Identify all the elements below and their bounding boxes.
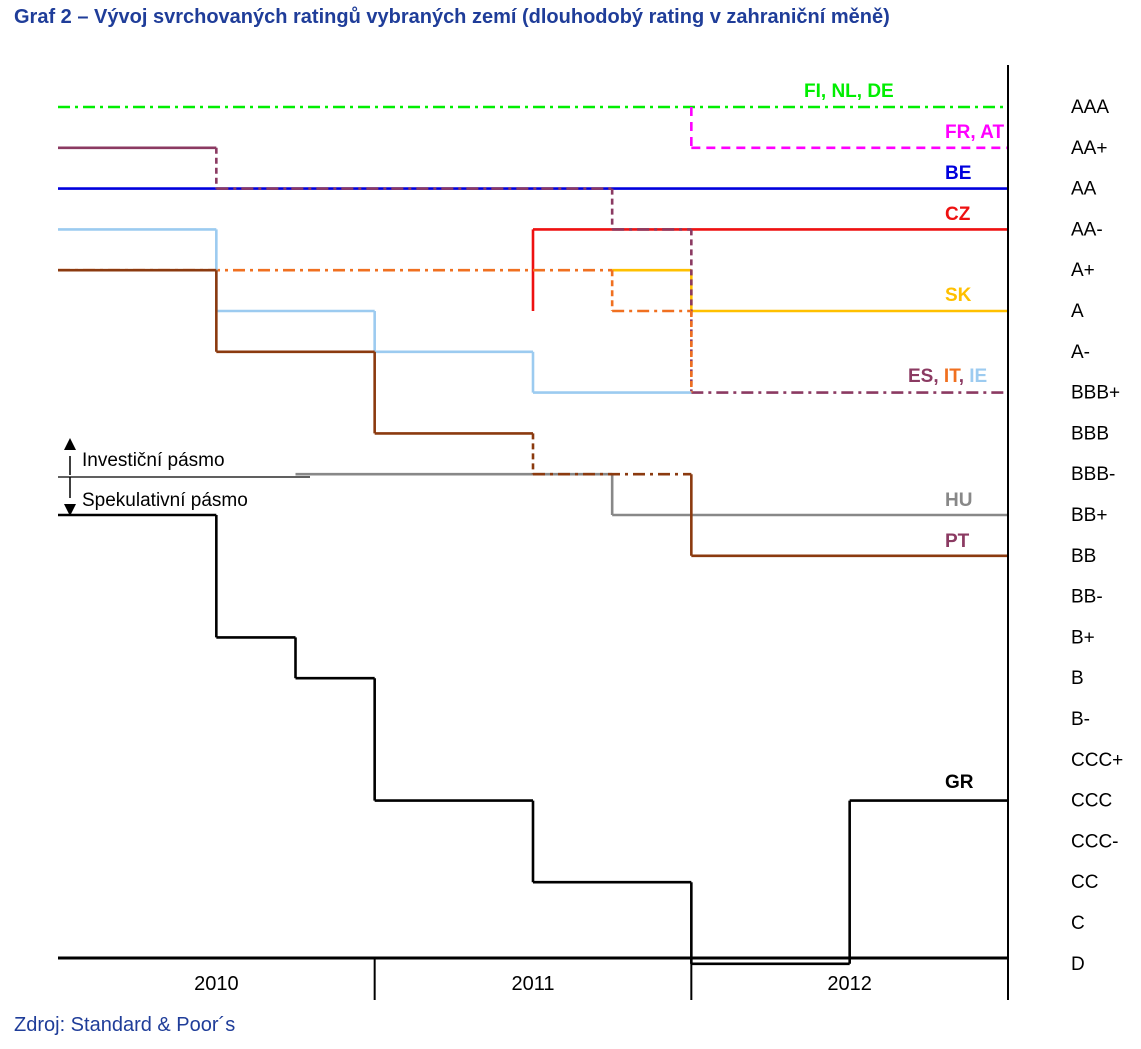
- rating-tick-bbb: BBB: [1071, 423, 1109, 444]
- band-arrow-up-head: [64, 438, 76, 450]
- label-cz: CZ: [945, 204, 971, 225]
- rating-tick-bbb-minus: BBB-: [1071, 464, 1115, 485]
- year-label-2010: 2010: [194, 973, 239, 995]
- series-lines: [58, 105, 1008, 966]
- label-ie: IE: [969, 366, 987, 387]
- label-it: IT: [944, 366, 961, 387]
- band-divider: Investiční pásmo Spekulativní pásmo: [58, 438, 310, 516]
- chart-source: Zdroj: Standard & Poor´s: [14, 1014, 236, 1036]
- rating-tick-a: A: [1071, 301, 1084, 322]
- rating-tick-b-minus: B-: [1071, 709, 1090, 730]
- label-hu: HU: [945, 490, 972, 511]
- series-gr: [58, 513, 1008, 966]
- chart-title: Graf 2 – Vývoj svrchovaných ratingů vybr…: [14, 6, 890, 28]
- investment-band-label: Investiční pásmo: [82, 450, 225, 471]
- label-be: BE: [945, 163, 971, 184]
- rating-ticks: AAAAA+AAAA-A+AA-BBB+BBBBBB-BB+BBBB-B+BB-…: [1071, 97, 1123, 975]
- series-fr-at: [690, 107, 1008, 150]
- rating-tick-ccc-minus: CCC-: [1071, 831, 1119, 852]
- speculative-band-label: Spekulativní pásmo: [82, 490, 248, 511]
- label-fi-nl-de: FI, NL, DE: [804, 81, 894, 102]
- series-pt: [58, 268, 1008, 558]
- series-labels: FI, NL, DE FR, AT BE CZ SK ES, IT, IE HU…: [804, 81, 1004, 793]
- rating-tick-aa-minus: AA-: [1071, 219, 1103, 240]
- rating-tick-ccc-plus: CCC+: [1071, 750, 1123, 771]
- rating-tick-b: B: [1071, 668, 1084, 689]
- rating-tick-bbb-plus: BBB+: [1071, 383, 1120, 404]
- year-label-2011: 2011: [511, 973, 554, 995]
- series-cz: [531, 228, 1008, 311]
- rating-tick-c: C: [1071, 913, 1085, 934]
- rating-tick-aaa: AAA: [1071, 97, 1109, 118]
- label-sk: SK: [945, 285, 972, 306]
- axes: 2010 2011 2012: [58, 65, 1009, 1000]
- rating-tick-bb-minus: BB-: [1071, 587, 1103, 608]
- label-gr: GR: [945, 772, 974, 793]
- rating-tick-aa-plus: AA+: [1071, 138, 1107, 159]
- rating-tick-ccc: CCC: [1071, 791, 1112, 812]
- label-es-it-ie: ES, IT, IE: [908, 366, 987, 387]
- rating-tick-bb: BB: [1071, 546, 1096, 567]
- year-label-2012: 2012: [827, 973, 872, 995]
- rating-tick-a-plus: A+: [1071, 260, 1095, 281]
- band-arrow-down-head: [64, 504, 76, 516]
- label-es: ES: [908, 366, 933, 387]
- rating-tick-cc: CC: [1071, 872, 1098, 893]
- rating-tick-b-plus: B+: [1071, 627, 1095, 648]
- rating-tick-a-minus: A-: [1071, 342, 1090, 363]
- label-pt: PT: [945, 531, 970, 552]
- rating-tick-d: D: [1071, 954, 1085, 975]
- rating-tick-aa: AA: [1071, 179, 1097, 200]
- rating-tick-bb-plus: BB+: [1071, 505, 1107, 526]
- series-hu: [295, 472, 1008, 517]
- label-fr-at: FR, AT: [945, 122, 1004, 143]
